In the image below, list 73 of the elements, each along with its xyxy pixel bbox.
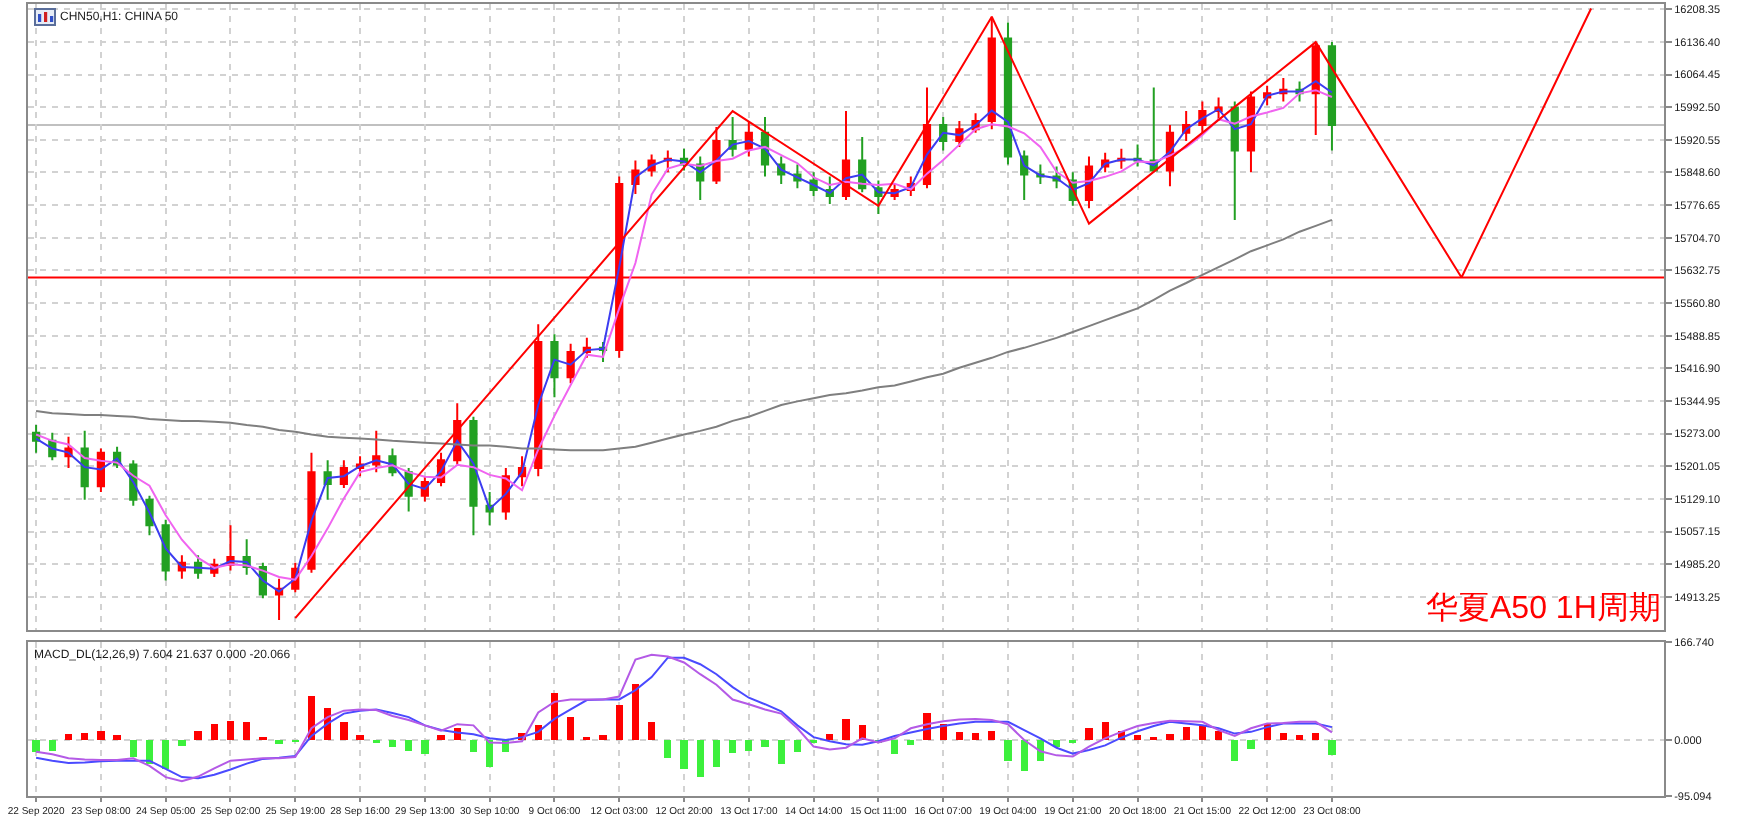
- candlestick: [80, 429, 89, 501]
- bar: [599, 735, 607, 741]
- annotation: 华夏A50 1H周期: [1426, 590, 1661, 626]
- bar: [793, 740, 802, 752]
- candlestick: [712, 125, 721, 186]
- bar: [64, 734, 73, 741]
- bar: [356, 735, 364, 741]
- candlestick: [372, 429, 381, 474]
- candlestick: [469, 415, 478, 537]
- bar: [1133, 735, 1142, 741]
- candlestick: [339, 459, 348, 490]
- bar: [761, 740, 769, 748]
- bar: [1166, 734, 1174, 741]
- bar: [162, 740, 170, 769]
- bar: [680, 740, 688, 770]
- bar: [842, 719, 850, 741]
- bar: [1295, 735, 1304, 741]
- bar: [469, 740, 478, 752]
- bar: [826, 734, 834, 741]
- bar: [988, 731, 996, 741]
- bar: [890, 740, 899, 754]
- candlestick: [841, 110, 851, 201]
- bar: [712, 740, 721, 767]
- bar: [1279, 733, 1287, 741]
- bar: [405, 740, 413, 751]
- candlestick: [987, 15, 996, 131]
- bar: [437, 735, 445, 741]
- bar: [777, 740, 785, 764]
- bar: [631, 684, 640, 741]
- candlestick: [1230, 100, 1239, 221]
- bar: [1214, 731, 1223, 741]
- bar: [178, 740, 186, 746]
- candlestick: [922, 86, 932, 190]
- candlestick: [307, 451, 316, 574]
- bar: [1247, 740, 1255, 749]
- candlestick: [1311, 41, 1320, 137]
- bar: [1182, 727, 1190, 741]
- bar: [1328, 740, 1336, 755]
- candlestick: [1084, 155, 1094, 210]
- bar: [421, 740, 429, 754]
- bar: [955, 731, 964, 741]
- bar: [210, 723, 218, 741]
- bar: [97, 730, 105, 741]
- bar: [113, 735, 121, 741]
- bar: [48, 740, 56, 751]
- bar: [129, 740, 137, 757]
- bar: [1085, 728, 1093, 741]
- line-series: [35, 218, 1333, 452]
- bar: [728, 740, 737, 753]
- bar: [81, 733, 89, 741]
- bar: [226, 720, 235, 741]
- candlestick: [1246, 90, 1256, 174]
- bar: [1312, 733, 1320, 741]
- bar: [1004, 740, 1012, 761]
- bar: [1020, 740, 1028, 771]
- bar: [340, 722, 348, 741]
- candlestick: [566, 342, 575, 385]
- bar: [745, 740, 753, 751]
- bar: [388, 740, 397, 748]
- bar: [1231, 740, 1239, 762]
- candlestick: [1327, 41, 1337, 152]
- candlestick: [161, 518, 170, 582]
- bar: [243, 722, 251, 741]
- candlestick: [1003, 21, 1013, 166]
- bar: [194, 731, 202, 741]
- bar: [696, 740, 704, 777]
- bar: [647, 722, 656, 741]
- bar: [664, 740, 672, 758]
- bar: [566, 716, 575, 741]
- bar: [615, 704, 623, 741]
- candlestick: [550, 333, 559, 399]
- bar: [32, 740, 40, 752]
- bar: [971, 733, 980, 741]
